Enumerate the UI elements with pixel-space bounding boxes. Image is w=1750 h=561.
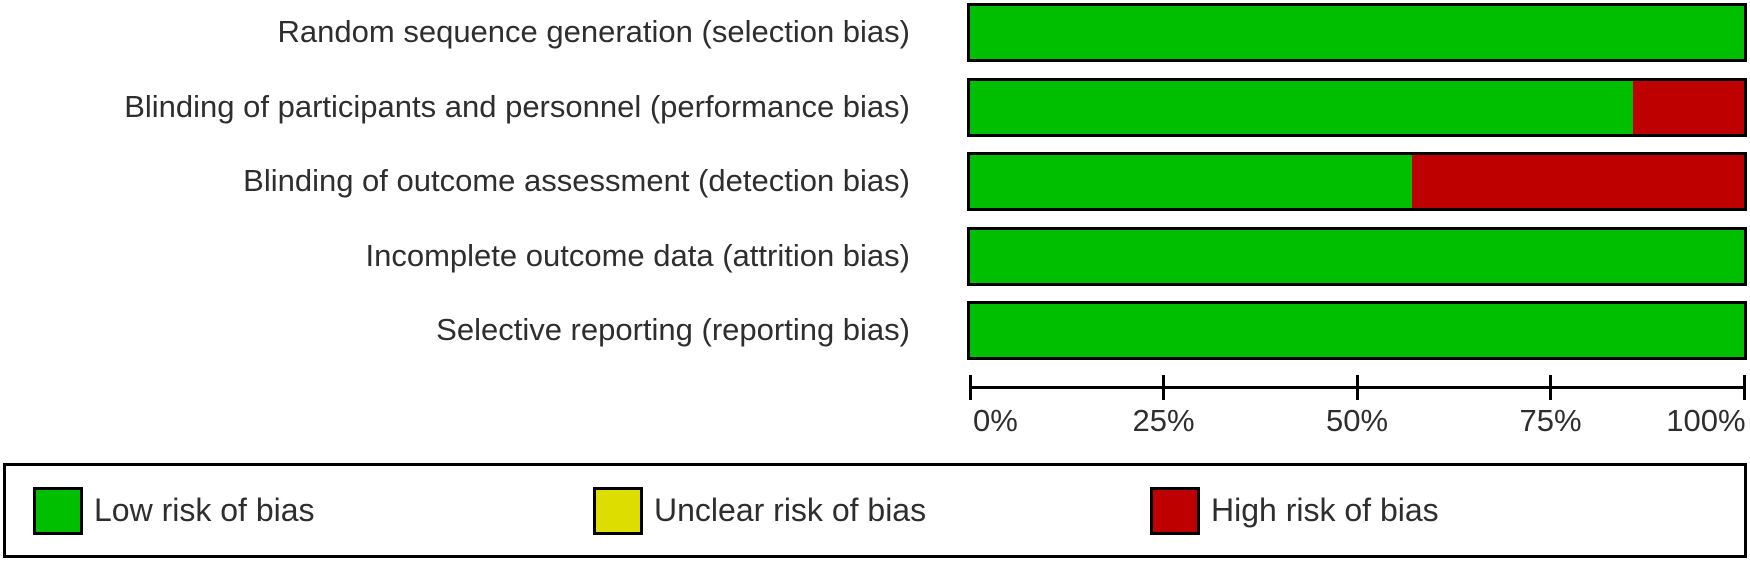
axis-tick xyxy=(1355,375,1359,400)
bar-segment-high xyxy=(1411,155,1744,208)
row-label: Incomplete outcome data (attrition bias) xyxy=(365,237,911,273)
chart-row: Blinding of participants and personnel (… xyxy=(0,77,1747,137)
axis-tick-label: 75% xyxy=(1519,403,1582,438)
legend-item: Unclear risk of bias xyxy=(593,486,927,535)
stacked-bar xyxy=(967,3,1747,62)
axis-tick xyxy=(1549,375,1552,400)
row-label: Selective reporting (reporting bias) xyxy=(436,312,910,348)
chart-row: Incomplete outcome data (attrition bias) xyxy=(0,226,1747,286)
legend-swatch xyxy=(33,486,83,535)
axis-tick-label: 50% xyxy=(1325,403,1389,438)
row-label: Blinding of participants and personnel (… xyxy=(124,88,910,124)
legend: Low risk of bias Unclear risk of bias Hi… xyxy=(3,463,1747,558)
legend-label: Unclear risk of bias xyxy=(654,492,927,528)
row-label: Random sequence generation (selection bi… xyxy=(277,14,910,50)
legend-item: Low risk of bias xyxy=(33,486,315,535)
legend-label: High risk of bias xyxy=(1211,492,1439,528)
bar-segment-low xyxy=(970,229,1744,283)
chart-row: Random sequence generation (selection bi… xyxy=(0,3,1747,62)
axis-tick xyxy=(1742,375,1746,400)
bar-segment-low xyxy=(970,304,1744,357)
legend-label: Low risk of bias xyxy=(94,492,315,528)
chart-row: Blinding of outcome assessment (detectio… xyxy=(0,152,1747,211)
stacked-bar xyxy=(967,152,1747,211)
chart-row: Selective reporting (reporting bias) xyxy=(0,301,1747,360)
bar-segment-high xyxy=(1633,80,1744,134)
bar-segment-low xyxy=(970,155,1412,208)
stacked-bar xyxy=(967,301,1747,360)
bar-segment-low xyxy=(970,80,1634,134)
x-axis: 0% 25% 50% 75% 100% xyxy=(967,372,1747,444)
axis-tick-label: 25% xyxy=(1132,403,1195,438)
legend-swatch xyxy=(593,486,643,535)
stacked-bar xyxy=(967,77,1747,137)
axis-tick xyxy=(1162,375,1165,400)
row-label: Blinding of outcome assessment (detectio… xyxy=(243,163,910,199)
axis-tick-label: 0% xyxy=(973,403,1018,438)
legend-item: High risk of bias xyxy=(1150,486,1439,535)
legend-swatch xyxy=(1150,486,1200,535)
axis-tick-label: 100% xyxy=(1666,403,1746,438)
stacked-bar xyxy=(967,226,1747,286)
chart-rows: Random sequence generation (selection bi… xyxy=(0,3,1747,376)
axis-tick xyxy=(968,375,972,400)
bar-segment-low xyxy=(970,6,1744,59)
x-axis-track: 0% 25% 50% 75% 100% xyxy=(968,372,1746,444)
